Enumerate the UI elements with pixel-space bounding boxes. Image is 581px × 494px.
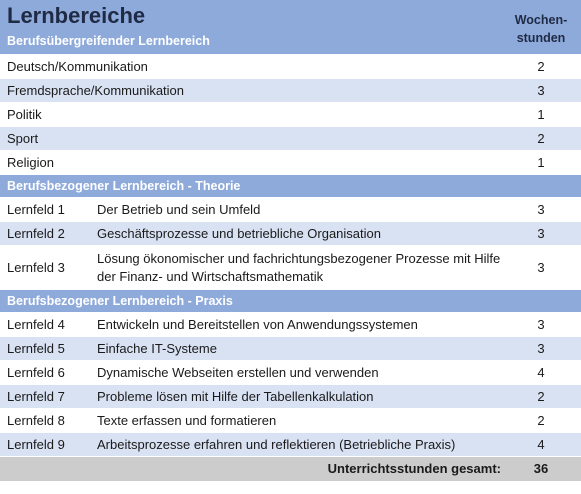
learning-field-title: Arbeitsprozesse erfahren und reflektiere…: [97, 437, 456, 452]
weekly-hours: 3: [537, 341, 545, 356]
learning-field-number: Lernfeld 2: [7, 226, 65, 241]
hours-column-header: Wochen- stunden: [505, 11, 577, 47]
weekly-hours: 4: [537, 437, 545, 452]
weekly-hours: 4: [537, 365, 545, 380]
subject-name: Sport: [7, 131, 39, 146]
subject-name: Religion: [7, 155, 54, 170]
subject-name: Fremdsprache/Kommunikation: [7, 83, 185, 98]
learning-field-title: Der Betrieb und sein Umfeld: [97, 202, 261, 217]
weekly-hours: 3: [537, 83, 545, 98]
hours-header-line-2: stunden: [516, 31, 566, 45]
learning-field-number: Lernfeld 3: [7, 259, 65, 275]
learning-field-title: Dynamische Webseiten erstellen und verwe…: [97, 365, 379, 380]
curriculum-table: Lernbereiche Berufsübergreifender Lernbe…: [0, 0, 581, 481]
learning-field-title: Lösung ökonomischer und fachrichtungsbez…: [97, 250, 501, 284]
learning-field-number: Lernfeld 6: [7, 365, 65, 380]
table-header: Lernbereiche Berufsübergreifender Lernbe…: [0, 0, 581, 55]
learning-field-title: Geschäftsprozesse und betriebliche Organ…: [97, 226, 381, 241]
hours-header-line-1: Wochen-: [514, 13, 568, 27]
table-row: Lernfeld 1 Der Betrieb und sein Umfeld 3: [0, 198, 581, 222]
weekly-hours: 2: [537, 389, 545, 404]
weekly-hours: 1: [537, 107, 545, 122]
table-row: Religion 1: [0, 151, 581, 175]
learning-field-title: Texte erfassen und formatieren: [97, 413, 277, 428]
learning-field-number: Lernfeld 9: [7, 437, 65, 452]
table-row: Fremdsprache/Kommunikation 3: [0, 79, 581, 103]
table-row: Lernfeld 2 Geschäftsprozesse und betrieb…: [0, 222, 581, 246]
learning-field-title: Probleme lösen mit Hilfe der Tabellenkal…: [97, 389, 374, 404]
learning-field-number: Lernfeld 4: [7, 317, 65, 332]
weekly-hours: 1: [537, 155, 545, 170]
table-row: Politik 1: [0, 103, 581, 127]
learning-field-number: Lernfeld 7: [7, 389, 65, 404]
weekly-hours: 3: [537, 202, 545, 217]
section-heading-theory: Berufsbezogener Lernbereich - Theorie: [0, 175, 581, 198]
learning-field-title: Einfache IT-Systeme: [97, 341, 217, 356]
learning-field-title: Entwickeln und Bereitstellen von Anwendu…: [97, 317, 418, 332]
table-row: Lernfeld 9 Arbeitsprozesse erfahren und …: [0, 433, 581, 457]
total-hours: 36: [533, 461, 549, 476]
learning-field-number: Lernfeld 8: [7, 413, 65, 428]
table-row: Lernfeld 4 Entwickeln und Bereitstellen …: [0, 313, 581, 337]
learning-field-number: Lernfeld 1: [7, 202, 65, 217]
page-title: Lernbereiche: [7, 3, 146, 28]
subject-name: Politik: [7, 107, 42, 122]
table-row: Lernfeld 6 Dynamische Webseiten erstelle…: [0, 361, 581, 385]
table-row: Deutsch/Kommunikation 2: [0, 55, 581, 79]
table-row: Sport 2: [0, 127, 581, 151]
table-row: Lernfeld 3 Lösung ökonomischer und fachr…: [0, 246, 581, 290]
weekly-hours: 3: [537, 259, 545, 275]
table-row: Lernfeld 8 Texte erfassen und formatiere…: [0, 409, 581, 433]
weekly-hours: 2: [537, 413, 545, 428]
weekly-hours: 2: [537, 131, 545, 146]
total-label: Unterrichtsstunden gesamt:: [327, 461, 501, 476]
table-row: Lernfeld 5 Einfache IT-Systeme 3: [0, 337, 581, 361]
table-row: Lernfeld 7 Probleme lösen mit Hilfe der …: [0, 385, 581, 409]
weekly-hours: 2: [537, 59, 545, 74]
learning-field-number: Lernfeld 5: [7, 341, 65, 356]
total-row: Unterrichtsstunden gesamt: 36: [0, 457, 581, 481]
weekly-hours: 3: [537, 226, 545, 241]
weekly-hours: 3: [537, 317, 545, 332]
section-heading-general: Berufsübergreifender Lernbereich: [7, 34, 210, 48]
section-heading-practice: Berufsbezogener Lernbereich - Praxis: [0, 290, 581, 313]
subject-name: Deutsch/Kommunikation: [7, 59, 148, 74]
